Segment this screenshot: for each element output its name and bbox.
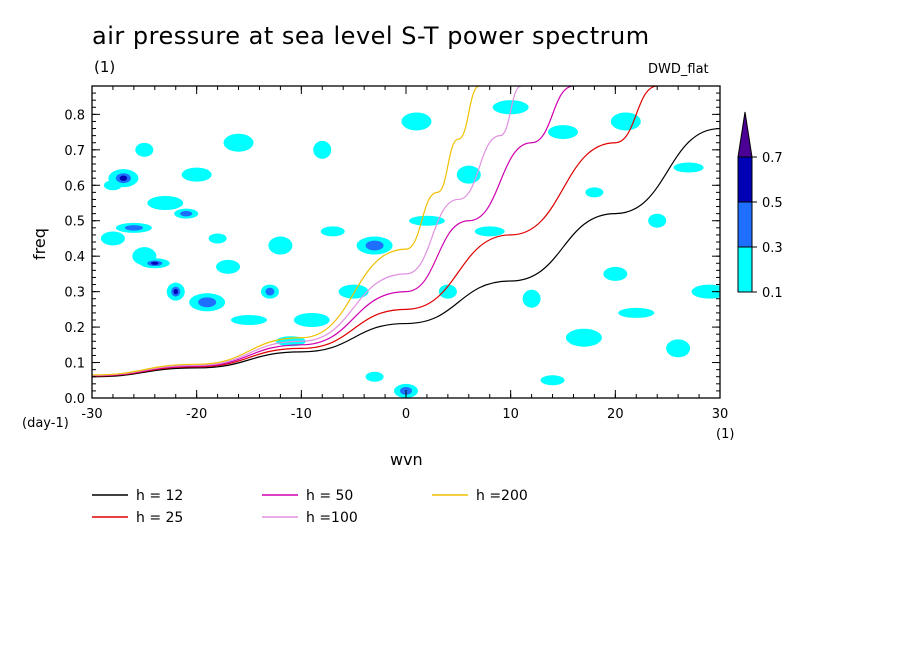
contour-blob bbox=[585, 187, 604, 198]
contour-peak bbox=[151, 261, 159, 265]
contour-blob bbox=[100, 231, 125, 246]
x-axis-label: wvn bbox=[390, 450, 423, 469]
contour-core bbox=[180, 210, 193, 217]
y-tick-label: 0.1 bbox=[64, 357, 85, 372]
contour-blob bbox=[648, 213, 667, 228]
contour-blob bbox=[540, 375, 565, 386]
model-label: DWD_flat bbox=[648, 62, 709, 77]
contour-blob bbox=[313, 140, 332, 159]
colorbar-label: 0.5 bbox=[762, 196, 783, 211]
contour-blob bbox=[408, 215, 445, 226]
y-tick-label: 0.7 bbox=[64, 144, 85, 159]
y-tick-label: 0.2 bbox=[64, 321, 85, 336]
colorbar-segment bbox=[737, 246, 753, 293]
contour-blob bbox=[338, 284, 369, 299]
curve-line bbox=[92, 86, 522, 376]
x-tick-label: -10 bbox=[291, 407, 312, 422]
contour-blob bbox=[666, 339, 691, 358]
contour-peak bbox=[173, 288, 178, 295]
curve-line bbox=[92, 86, 574, 377]
contour-core bbox=[365, 240, 384, 251]
y-tick-label: 0.5 bbox=[64, 215, 85, 230]
contour-blob bbox=[618, 307, 655, 318]
x-tick-label: 30 bbox=[712, 407, 729, 422]
y-tick-label: 0.3 bbox=[64, 286, 85, 301]
contour-blob bbox=[438, 284, 457, 299]
legend-label: h =200 bbox=[476, 488, 528, 504]
contour-blob bbox=[223, 133, 254, 152]
contour-core bbox=[124, 225, 143, 231]
contour-blob bbox=[320, 226, 345, 237]
colorbar-arrow bbox=[737, 111, 753, 158]
contour-blob bbox=[548, 125, 578, 140]
contour-blob bbox=[231, 315, 267, 325]
y-tick-label: 0.6 bbox=[64, 179, 85, 194]
colorbar-segment bbox=[737, 156, 753, 203]
colorbar-label: 0.3 bbox=[762, 241, 783, 256]
contour-core bbox=[265, 287, 275, 296]
curve-line bbox=[92, 127, 720, 378]
chart-title: air pressure at sea level S-T power spec… bbox=[92, 22, 650, 50]
contour-blob bbox=[365, 371, 384, 382]
contour-blob bbox=[135, 142, 154, 157]
plot-area bbox=[92, 86, 720, 398]
x-axis-unit: (1) bbox=[716, 427, 735, 442]
x-tick-label: 10 bbox=[502, 407, 519, 422]
y-tick-label: 0.4 bbox=[64, 250, 85, 265]
contour-blob bbox=[522, 289, 541, 308]
contour-blob bbox=[216, 259, 241, 274]
contour-blob bbox=[293, 313, 330, 327]
contour-peak bbox=[119, 175, 128, 181]
contour-blob bbox=[208, 233, 227, 244]
plot-frame bbox=[91, 85, 721, 399]
contour-blob bbox=[181, 167, 212, 182]
legend-label: h =100 bbox=[306, 510, 358, 526]
contour-blob bbox=[610, 112, 641, 131]
y-tick-label: 0.8 bbox=[64, 108, 85, 123]
x-tick-label: 0 bbox=[402, 407, 410, 422]
contour-blob bbox=[673, 162, 704, 173]
y-axis-unit: (day-1) bbox=[22, 416, 69, 431]
colorbar-label: 0.7 bbox=[762, 151, 783, 166]
contour-core bbox=[198, 297, 217, 308]
legend-label: h = 50 bbox=[306, 488, 353, 504]
contour-blob bbox=[401, 112, 432, 131]
legend-label: h = 25 bbox=[136, 510, 183, 526]
y-tick-label: 0.0 bbox=[64, 392, 85, 407]
x-tick-label: -30 bbox=[81, 407, 102, 422]
contour-blob bbox=[474, 226, 505, 237]
colorbar-label: 0.1 bbox=[762, 286, 783, 301]
curve-line bbox=[92, 86, 480, 376]
x-tick-label: 20 bbox=[607, 407, 624, 422]
contour-blob bbox=[147, 196, 184, 210]
contour-blob bbox=[492, 100, 529, 115]
contour-blob bbox=[691, 284, 720, 299]
legend-label: h = 12 bbox=[136, 488, 183, 504]
x-tick-label: -20 bbox=[186, 407, 207, 422]
colorbar-segment bbox=[737, 201, 753, 248]
contour-blob bbox=[565, 328, 602, 347]
curve-line bbox=[92, 86, 658, 377]
top-left-unit: (1) bbox=[94, 58, 116, 76]
contour-blob bbox=[603, 266, 628, 281]
contour-blob bbox=[268, 236, 293, 255]
